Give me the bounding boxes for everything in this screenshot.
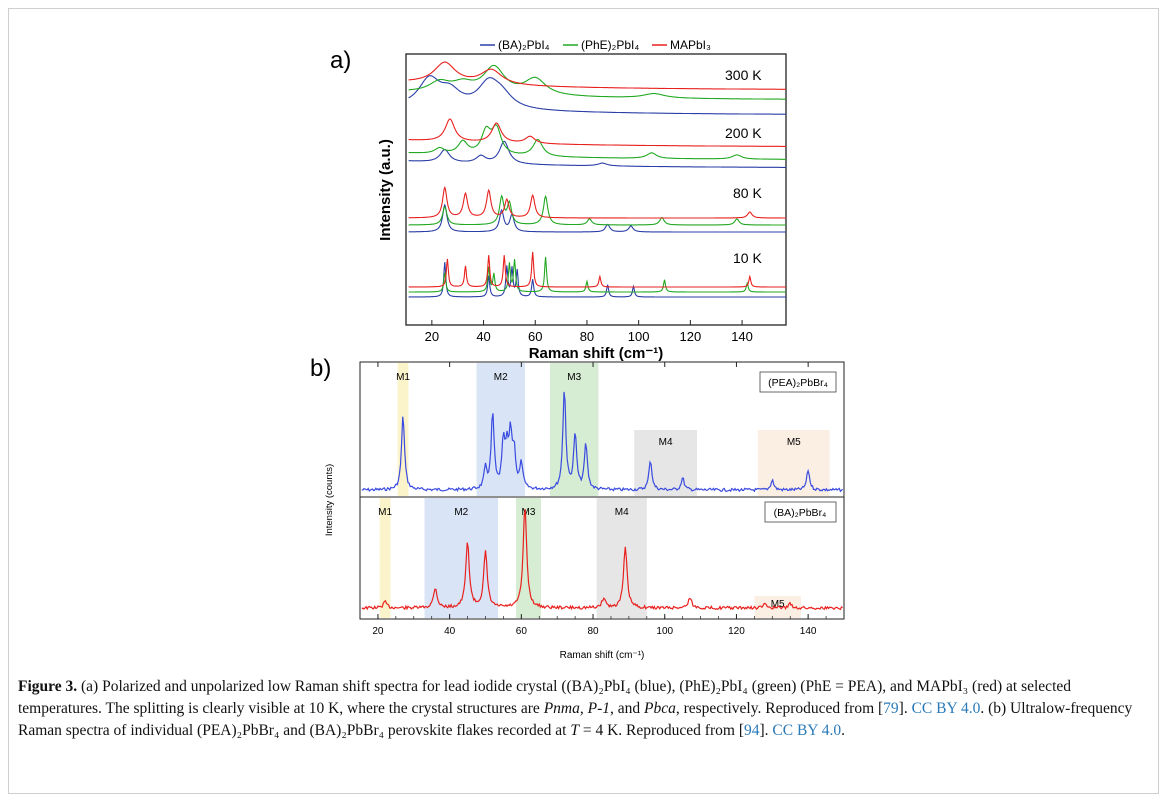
caption-text-2: , and xyxy=(610,700,644,717)
mode-label-top-M2: M2 xyxy=(494,372,508,383)
sample-label-ba: (BA)₂PbBr₄ xyxy=(774,507,827,519)
caption-italic-2: Pbca xyxy=(644,700,676,717)
mode-label-top-M4: M4 xyxy=(659,437,673,448)
mode-label-bottom-M1: M1 xyxy=(378,507,392,518)
mode-label-top-M3: M3 xyxy=(567,372,581,383)
panel-a-chart: a) (BA)₂PbI₄ (PhE)₂PbI₄ MAPbI₃ 20 40 60 80 1… xyxy=(330,20,800,365)
panel-b-xtick-label: 140 xyxy=(800,626,817,637)
panel-a-plot-frame xyxy=(406,54,786,325)
ref-link-79[interactable]: 79 xyxy=(883,700,899,717)
panel-a-xtick-label: 80 xyxy=(580,329,594,344)
panel-b-xtick-label: 60 xyxy=(516,626,528,637)
ref-link-94[interactable]: 94 xyxy=(744,722,760,739)
sample-label-pea-box: (PEA)₂PbBr₄ xyxy=(760,372,836,392)
caption-label: Figure 3. xyxy=(18,678,77,695)
mode-label-top-M1: M1 xyxy=(396,372,410,383)
legend-phe: (PhE)₂PbI₄ xyxy=(581,38,639,52)
panel-a-trace-PhE-80K xyxy=(409,196,786,225)
panel-a-label: a) xyxy=(330,47,351,74)
caption-text-3: , respectively. Reproduced from [ xyxy=(676,700,883,717)
panel-b-xtick-label: 40 xyxy=(444,626,456,637)
panel-a-trace-MA-80K xyxy=(409,188,786,219)
temp-label-200: 200 K xyxy=(725,125,762,141)
panel-a-xtick-label: 60 xyxy=(528,329,542,344)
panel-b-xtick-label: 20 xyxy=(372,626,384,637)
panel-b-xlabel: Raman shift (cm⁻¹) xyxy=(560,650,645,661)
panel-a-xtick-label: 20 xyxy=(425,329,439,344)
mode-label-bottom-M2: M2 xyxy=(454,507,468,518)
panel-a-xtick-label: 120 xyxy=(680,329,702,344)
sample-label-pea: (PEA)₂PbBr₄ xyxy=(768,377,828,389)
panel-a-xtick-label: 40 xyxy=(476,329,490,344)
license-link-1[interactable]: CC BY 4.0 xyxy=(912,700,981,717)
panel-a-ylabel: Intensity (a.u.) xyxy=(377,139,394,241)
caption-text-8: . xyxy=(841,722,845,739)
legend-ba: (BA)₂PbI₄ xyxy=(498,38,550,52)
sample-label-ba-box: (BA)₂PbBr₄ xyxy=(765,502,836,522)
temp-label-80: 80 K xyxy=(733,185,762,201)
caption-italic-3: T xyxy=(570,722,579,739)
mode-label-top-M5: M5 xyxy=(787,437,801,448)
caption-text-4: ]. xyxy=(899,700,912,717)
mode-label-bottom-M4: M4 xyxy=(615,507,629,518)
panel-b-ylabel: Intensity (counts) xyxy=(324,464,335,536)
panel-b-xtick-label: 100 xyxy=(656,626,673,637)
panel-b-xtick-label: 120 xyxy=(728,626,745,637)
panel-b-xtick-label: 80 xyxy=(587,626,599,637)
panel-b-label: b) xyxy=(310,355,331,382)
panel-a-trace-MA-10K xyxy=(409,252,786,287)
temp-label-10: 10 K xyxy=(733,250,762,266)
license-link-2[interactable]: CC BY 4.0 xyxy=(772,722,841,739)
legend-ma: MAPbI₃ xyxy=(670,38,711,52)
panel-a-xtick-label: 100 xyxy=(628,329,650,344)
panel-a-traces xyxy=(409,62,786,297)
figure-caption: Figure 3. (a) Polarized and unpolarized … xyxy=(18,676,1148,742)
caption-text-7: ]. xyxy=(759,722,772,739)
caption-text-6: = 4 K. Reproduced from [ xyxy=(579,722,744,739)
panel-a-ticks: 20 40 60 80 100 120 140 xyxy=(425,320,753,344)
caption-italic-1: Pnma, P-1 xyxy=(544,700,610,717)
temp-label-300: 300 K xyxy=(725,67,762,83)
panel-a-legend: (BA)₂PbI₄ (PhE)₂PbI₄ MAPbI₃ xyxy=(480,38,711,52)
panel-a-xtick-label: 140 xyxy=(731,329,753,344)
